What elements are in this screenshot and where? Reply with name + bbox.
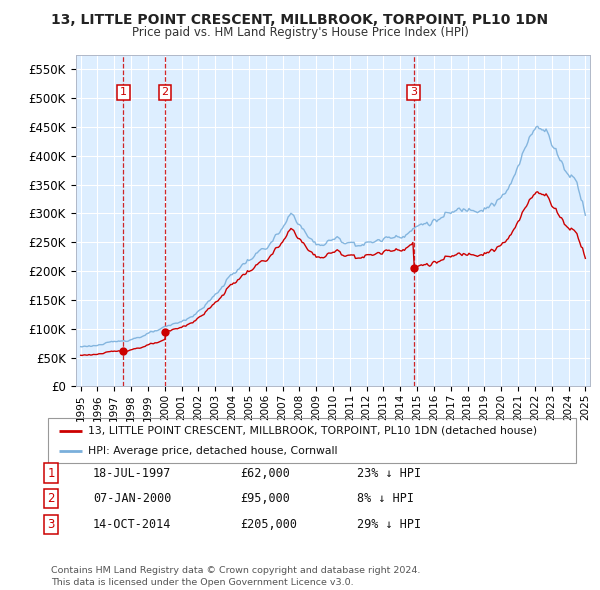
Text: 14-OCT-2014: 14-OCT-2014 [93, 518, 172, 531]
Text: 2: 2 [161, 87, 169, 97]
Text: 07-JAN-2000: 07-JAN-2000 [93, 492, 172, 505]
Text: 18-JUL-1997: 18-JUL-1997 [93, 467, 172, 480]
Text: Price paid vs. HM Land Registry's House Price Index (HPI): Price paid vs. HM Land Registry's House … [131, 26, 469, 39]
Text: 3: 3 [410, 87, 417, 97]
Text: 13, LITTLE POINT CRESCENT, MILLBROOK, TORPOINT, PL10 1DN (detached house): 13, LITTLE POINT CRESCENT, MILLBROOK, TO… [88, 426, 537, 436]
Text: 1: 1 [120, 87, 127, 97]
Text: 1: 1 [47, 467, 55, 480]
Text: HPI: Average price, detached house, Cornwall: HPI: Average price, detached house, Corn… [88, 447, 337, 457]
Text: 3: 3 [47, 518, 55, 531]
Text: 23% ↓ HPI: 23% ↓ HPI [357, 467, 421, 480]
Text: £95,000: £95,000 [240, 492, 290, 505]
Text: 2: 2 [47, 492, 55, 505]
Text: Contains HM Land Registry data © Crown copyright and database right 2024.
This d: Contains HM Land Registry data © Crown c… [51, 566, 421, 587]
Text: £205,000: £205,000 [240, 518, 297, 531]
Text: 13, LITTLE POINT CRESCENT, MILLBROOK, TORPOINT, PL10 1DN: 13, LITTLE POINT CRESCENT, MILLBROOK, TO… [52, 13, 548, 27]
Text: £62,000: £62,000 [240, 467, 290, 480]
Text: 8% ↓ HPI: 8% ↓ HPI [357, 492, 414, 505]
Text: 29% ↓ HPI: 29% ↓ HPI [357, 518, 421, 531]
